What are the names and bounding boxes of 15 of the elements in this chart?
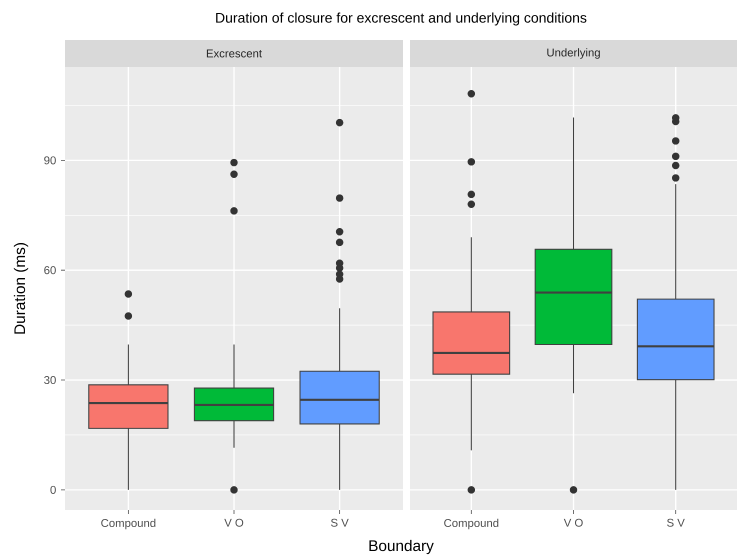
y-tick-label: 60 xyxy=(44,266,56,274)
y-tick-label: 30 xyxy=(44,376,56,384)
x-tick-label: V O xyxy=(564,518,583,527)
y-tick-label: 0 xyxy=(50,486,56,494)
x-tick-label: Compound xyxy=(101,518,156,530)
x-axis-title: Boundary xyxy=(369,540,434,554)
chart-title: Duration of closure for excrescent and underlying conditions xyxy=(216,12,586,26)
x-tick-label: S V xyxy=(667,518,685,527)
x-tick-label: V O xyxy=(224,518,244,527)
y-tick-label: 90 xyxy=(44,156,56,164)
chart-subtitle: Excrescent xyxy=(206,50,262,58)
y-axis-title: Duration (ms) xyxy=(14,243,28,334)
chart-subtitle: Underlying xyxy=(547,48,600,59)
x-tick-label: Compound xyxy=(444,518,498,530)
x-tick-label: S V xyxy=(331,518,349,527)
